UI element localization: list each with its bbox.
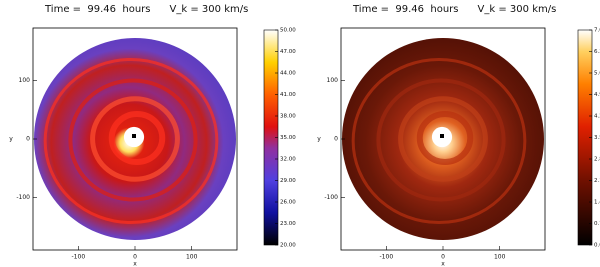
colorbar-tick-label: 29.00: [280, 178, 296, 184]
y-tick-label: 100: [327, 77, 339, 84]
x-tick-label: 0: [133, 254, 137, 261]
colorbar-tick-label: 50.00: [280, 28, 296, 34]
spiral-ring: [68, 78, 198, 202]
spiral-ring: [108, 111, 166, 165]
colorbar-tick-label: 3.50: [594, 135, 600, 141]
y-tick-label: 100: [19, 77, 31, 84]
colorbar-tick-label: 0.00: [594, 243, 600, 249]
colorbar-tick-label: 2.10: [594, 178, 600, 184]
spiral-ring: [416, 111, 474, 165]
sink: [132, 134, 136, 138]
y-axis-label: y: [9, 136, 13, 143]
colorbar-tick-label: 32.00: [280, 157, 296, 163]
colorbar-tick-label: 2.80: [594, 157, 600, 163]
y-tick-label: 0: [26, 136, 30, 143]
x-tick-label: 100: [494, 254, 506, 261]
colorbar-tick-label: 38.00: [280, 114, 296, 120]
spiral-ring: [351, 57, 527, 225]
x-axis-label: x: [133, 261, 137, 267]
spiral-ring: [43, 57, 219, 225]
colorbar-tick-label: 6.30: [594, 49, 600, 55]
y-tick-label: 0: [334, 136, 338, 143]
colorbar-tick-label: 1.40: [594, 200, 600, 206]
spiral-ring: [398, 96, 488, 182]
x-tick-label: -100: [380, 254, 394, 261]
colorbar-tick-label: 4.20: [594, 114, 600, 120]
colorbar-tick-label: 41.00: [280, 92, 296, 98]
spiral-ring: [376, 78, 506, 202]
colorbar-tick-label: 0.70: [594, 221, 600, 227]
y-tick-label: -100: [324, 194, 338, 201]
colorbar-tick-label: 47.00: [280, 49, 296, 55]
colorbar-tick-label: 5.60: [594, 71, 600, 77]
panel-title: Time = 99.46 hours V_k = 300 km/s: [44, 4, 248, 15]
y-tick-label: -100: [16, 194, 30, 201]
colorbar-tick-label: 7.00: [594, 28, 600, 34]
colorbar-tick-label: 26.00: [280, 200, 296, 206]
colorbar-tick-label: 44.00: [280, 71, 296, 77]
x-tick-label: -100: [72, 254, 86, 261]
y-axis-label: y: [317, 136, 321, 143]
colorbar-tick-label: 4.90: [594, 92, 600, 98]
colorbar-tick-label: 35.00: [280, 135, 296, 141]
x-axis-label: x: [441, 261, 445, 267]
x-tick-label: 0: [441, 254, 445, 261]
spiral-ring: [90, 96, 180, 182]
sink: [440, 134, 444, 138]
colorbar-tick-label: 23.00: [280, 221, 296, 227]
x-tick-label: 100: [186, 254, 198, 261]
panel-title: Time = 99.46 hours V_k = 300 km/s: [352, 4, 556, 15]
colorbar-tick-label: 20.00: [280, 243, 296, 249]
